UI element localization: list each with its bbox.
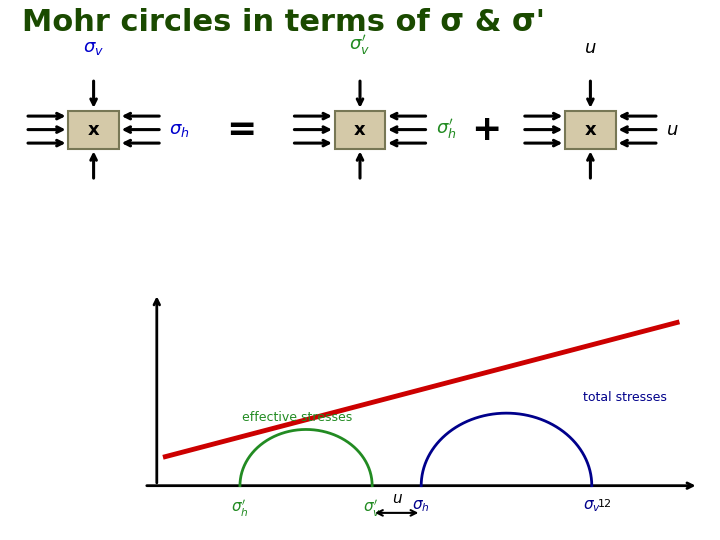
Text: $\sigma_v'$: $\sigma_v'$	[349, 33, 371, 57]
Text: =: =	[226, 113, 256, 146]
Text: $\sigma_h$: $\sigma_h$	[413, 498, 430, 514]
Bar	[335, 111, 385, 148]
Bar	[565, 111, 616, 148]
Text: $\sigma_h$: $\sigma_h$	[169, 120, 190, 139]
Text: total stresses: total stresses	[583, 391, 667, 404]
Text: +: +	[471, 113, 501, 146]
Text: x: x	[585, 120, 596, 139]
Text: x: x	[354, 120, 366, 139]
Text: $\sigma_v'$: $\sigma_v'$	[363, 498, 381, 519]
Text: effective stresses: effective stresses	[243, 411, 353, 424]
Text: x: x	[88, 120, 99, 139]
Text: 12: 12	[598, 500, 612, 509]
Bar	[68, 111, 119, 148]
Text: $\sigma_v$: $\sigma_v$	[83, 39, 104, 57]
Text: Mohr circles in terms of σ & σ': Mohr circles in terms of σ & σ'	[22, 8, 544, 37]
Text: u: u	[392, 491, 402, 505]
Text: $\sigma_h'$: $\sigma_h'$	[231, 498, 249, 519]
Text: $\sigma_v$: $\sigma_v$	[582, 498, 600, 514]
Text: $u$: $u$	[584, 39, 597, 57]
Text: $u$: $u$	[666, 120, 678, 139]
Text: $\sigma_h'$: $\sigma_h'$	[436, 118, 456, 141]
